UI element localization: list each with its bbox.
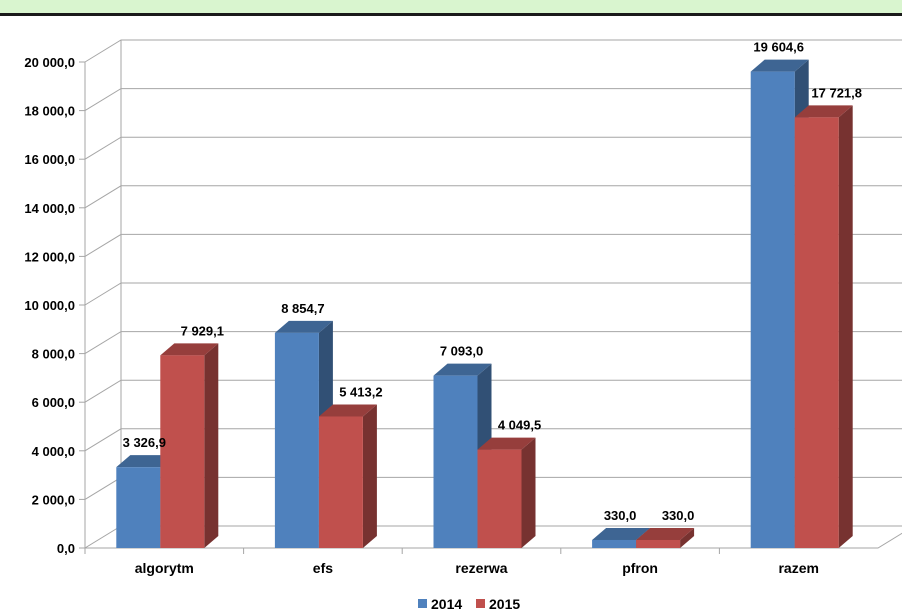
bar-top	[433, 363, 492, 376]
bar-2015-algorytm	[160, 343, 219, 548]
category-label: razem	[778, 560, 818, 576]
bar-2015-rezerwa	[477, 437, 536, 548]
data-label: 3 326,9	[123, 435, 166, 450]
bar-top	[116, 455, 175, 468]
bar-front	[794, 117, 839, 548]
data-label: 7 929,1	[181, 323, 224, 338]
bar-side	[362, 404, 377, 548]
category-label: pfron	[622, 560, 658, 576]
gridline	[84, 428, 902, 452]
gridline	[84, 39, 902, 63]
gridline	[84, 331, 902, 355]
data-labels: 3 326,9 7 929,1 8 854,7 5 413,2 7 093,0 4 049…	[123, 40, 862, 523]
bar-front	[318, 416, 363, 548]
y-tick-label: 18 000,0	[24, 104, 75, 119]
y-tick-label: 0,0	[57, 541, 75, 556]
bar-top	[477, 437, 536, 450]
gridline	[84, 379, 902, 403]
gridline	[84, 185, 902, 209]
x-axis-categories: algorytm efs rezerwa pfron razem	[135, 560, 819, 576]
y-tick-label: 8 000,0	[32, 347, 75, 362]
category-label: efs	[313, 560, 333, 576]
bar-side	[204, 343, 219, 548]
data-label: 4 049,5	[498, 418, 541, 433]
category-label: rezerwa	[455, 560, 507, 576]
bar-top	[636, 527, 695, 540]
data-label: 330,0	[604, 508, 637, 523]
gridline	[84, 282, 902, 306]
bar-2015-razem	[794, 105, 853, 548]
bar-front	[274, 332, 319, 548]
bar-top	[750, 59, 809, 72]
bar-side	[680, 527, 695, 548]
legend-swatch-2015	[476, 599, 485, 608]
bar-2015-pfron	[636, 527, 695, 548]
y-tick-label: 4 000,0	[32, 444, 75, 459]
y-tick-label: 14 000,0	[24, 201, 75, 216]
bar-top	[794, 105, 853, 118]
legend: 2014 2015	[418, 596, 520, 612]
y-tick-label: 2 000,0	[32, 492, 75, 507]
data-label: 8 854,7	[281, 301, 324, 316]
bar-top	[592, 527, 651, 540]
y-tick-label: 6 000,0	[32, 395, 75, 410]
bar-side	[521, 437, 536, 548]
data-label: 5 413,2	[339, 384, 382, 399]
y-tick-label: 10 000,0	[24, 298, 75, 313]
data-label: 19 604,6	[753, 40, 804, 55]
bar-front	[116, 467, 161, 548]
grid-layer	[79, 39, 902, 554]
bar-front	[160, 355, 205, 548]
data-label: 330,0	[662, 508, 695, 523]
bar-side	[838, 105, 853, 548]
gridline	[84, 136, 902, 160]
legend-swatch-2014	[418, 599, 427, 608]
legend-label: 2014	[431, 596, 462, 612]
bar-front	[592, 539, 637, 548]
bar-front	[636, 539, 681, 548]
category-label: algorytm	[135, 560, 194, 576]
gridline	[84, 233, 902, 257]
bar-front	[477, 449, 522, 548]
y-tick-label: 16 000,0	[24, 152, 75, 167]
bar-front	[433, 375, 478, 548]
data-label: 7 093,0	[440, 344, 483, 359]
bar-top	[274, 320, 333, 333]
y-tick-label: 12 000,0	[24, 249, 75, 264]
bar-2015-efs	[318, 404, 377, 548]
top-banner-strip	[0, 0, 902, 16]
y-axis-ticks: 0,0 2 000,0 4 000,0 6 000,0 8 000,0 10 000,0 1…	[24, 55, 75, 556]
gridline	[84, 88, 902, 112]
bar-top	[160, 343, 219, 356]
y-tick-label: 20 000,0	[24, 55, 75, 70]
bars	[116, 59, 853, 549]
data-label: 17 721,8	[811, 85, 862, 100]
legend-label: 2015	[489, 596, 520, 612]
bar-front	[750, 71, 795, 549]
bar-top	[318, 404, 377, 417]
